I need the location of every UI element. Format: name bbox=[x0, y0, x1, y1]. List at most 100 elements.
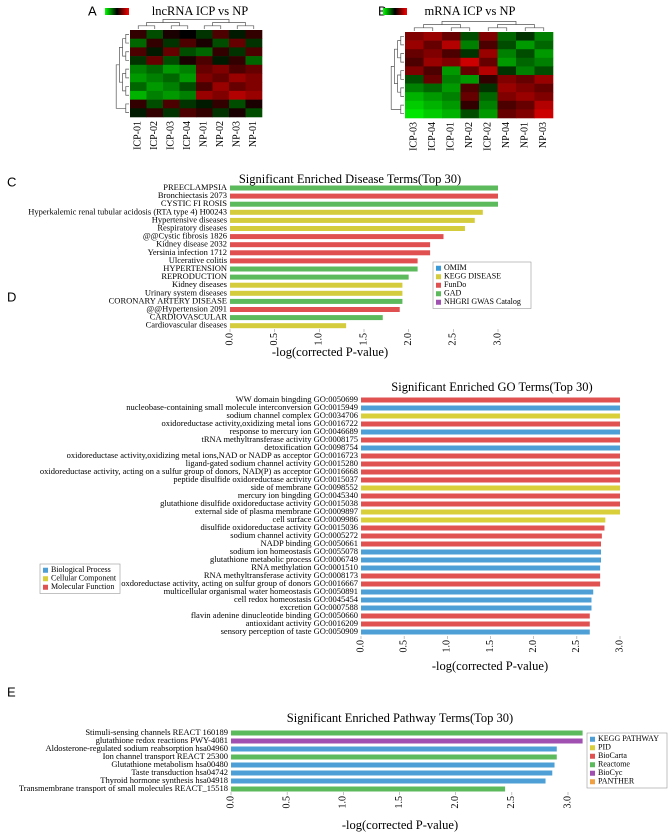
heat-cell bbox=[146, 47, 164, 57]
heat-cell bbox=[163, 82, 180, 92]
category-label: tRNA methyltransferase activity GO:00081… bbox=[201, 434, 358, 444]
column-label: ICP-01 bbox=[446, 122, 457, 151]
bar bbox=[230, 193, 498, 199]
bar bbox=[230, 290, 403, 296]
x-tick-label: 2.0 bbox=[403, 333, 414, 346]
dendrogram bbox=[162, 19, 230, 23]
bar bbox=[230, 201, 498, 207]
bar bbox=[361, 461, 620, 467]
heat-cell bbox=[405, 66, 424, 76]
category-label: Hyperkalemic renal tubular acidosis (RTA… bbox=[28, 206, 227, 216]
legend-label: PANTHER bbox=[598, 777, 635, 786]
dendrogram bbox=[125, 86, 129, 96]
panel-letter: A bbox=[88, 3, 97, 18]
heat-cell bbox=[245, 64, 263, 74]
heat-cell bbox=[516, 40, 535, 50]
bar bbox=[231, 762, 555, 768]
heat-cell bbox=[497, 92, 517, 102]
heat-cell bbox=[460, 100, 480, 110]
heat-cell bbox=[516, 75, 535, 84]
heat-cell bbox=[423, 32, 443, 41]
heat-cell bbox=[179, 56, 197, 66]
heat-cell bbox=[130, 30, 147, 39]
heat-cell bbox=[534, 75, 554, 84]
dendrogram bbox=[122, 73, 126, 92]
bar bbox=[361, 589, 594, 595]
x-axis-label: -log(corrected P-value) bbox=[342, 818, 458, 832]
dendrogram bbox=[394, 48, 398, 84]
x-tick-label: 0.5 bbox=[281, 796, 292, 809]
category-label: CARDIOVASCULAR bbox=[150, 312, 228, 322]
dendrogram bbox=[125, 68, 129, 79]
column-label: ICP-02 bbox=[149, 121, 160, 150]
category-label: NADP binding GO:0050661 bbox=[261, 538, 358, 548]
bar bbox=[361, 509, 620, 515]
heat-cell bbox=[130, 99, 147, 109]
heat-cell bbox=[497, 32, 517, 41]
heat-cell bbox=[516, 109, 535, 119]
heat-cell bbox=[196, 38, 213, 48]
bar bbox=[361, 621, 590, 627]
legend-label: Molecular Function bbox=[51, 582, 114, 591]
bar bbox=[230, 274, 409, 280]
heat-cell bbox=[245, 90, 263, 100]
category-label: Ion channel transport REACT 25300 bbox=[103, 751, 228, 761]
heat-cell bbox=[229, 99, 246, 109]
category-label: glutathione redox reactions PWY-4081 bbox=[96, 735, 228, 745]
category-label: antioxidant activity GO:0016209 bbox=[246, 618, 358, 628]
bar bbox=[231, 770, 553, 776]
category-label: Transmembrane transport of small molecul… bbox=[19, 783, 228, 793]
heat-cell bbox=[516, 92, 535, 102]
heat-cell bbox=[479, 66, 498, 76]
chart-title: Significant Enriched Pathway Terms(Top 3… bbox=[287, 711, 513, 725]
category-label: Aldosterone-regulated sodium reabsorptio… bbox=[46, 743, 228, 753]
legend-label: FunDo bbox=[444, 280, 466, 289]
x-tick-label: 2.5 bbox=[571, 640, 582, 653]
category-label: oxdoreductase activity, acting on sulfur… bbox=[121, 578, 358, 588]
heat-cell bbox=[460, 66, 480, 76]
category-label: ligand-gated sodium channel activity GO:… bbox=[186, 458, 358, 468]
heat-cell bbox=[497, 66, 517, 76]
dendrogram bbox=[125, 33, 129, 44]
bar bbox=[231, 754, 557, 760]
heat-cell bbox=[196, 99, 213, 109]
bar bbox=[361, 469, 620, 475]
heat-cell bbox=[212, 73, 230, 83]
legend-swatch bbox=[43, 567, 48, 573]
heat-cell bbox=[179, 108, 197, 118]
heat-cell bbox=[146, 56, 164, 66]
bar bbox=[230, 185, 498, 191]
heat-cell bbox=[196, 64, 213, 74]
heat-cell bbox=[130, 64, 147, 74]
category-label: nucleobase-containing small molecule int… bbox=[126, 402, 358, 412]
heat-cell bbox=[497, 100, 517, 110]
heat-cell bbox=[534, 32, 554, 41]
legend-swatch bbox=[590, 762, 595, 768]
x-tick-label: 1.0 bbox=[314, 333, 325, 346]
dendrogram bbox=[122, 38, 126, 57]
category-label: Respiratory diseases bbox=[157, 222, 227, 232]
heat-cell bbox=[229, 38, 246, 48]
legend-swatch bbox=[436, 299, 441, 305]
heat-cell bbox=[405, 40, 424, 50]
heat-cell bbox=[196, 30, 213, 39]
dendrogram bbox=[497, 24, 535, 28]
heat-cell bbox=[405, 100, 424, 110]
category-label: excretion GO:0007588 bbox=[280, 602, 358, 612]
x-tick-label: 0.5 bbox=[398, 640, 409, 653]
bar bbox=[361, 557, 602, 563]
bar bbox=[361, 541, 602, 547]
heat-cell bbox=[442, 92, 461, 102]
heat-cell bbox=[146, 99, 164, 109]
panel-letter: C bbox=[7, 174, 16, 189]
heat-cell bbox=[229, 56, 246, 66]
column-label: NP-02 bbox=[215, 121, 226, 147]
x-tick-label: 0.0 bbox=[224, 333, 235, 346]
dendrogram bbox=[400, 35, 404, 46]
category-label: RNA methyltransferase activity GO:000817… bbox=[204, 570, 358, 580]
heat-cell bbox=[423, 40, 443, 50]
category-label: WW domain bingding GO:0050699 bbox=[236, 394, 358, 404]
column-label: ICP-04 bbox=[427, 122, 438, 151]
heat-cell bbox=[179, 99, 197, 109]
heat-cell bbox=[516, 66, 535, 76]
